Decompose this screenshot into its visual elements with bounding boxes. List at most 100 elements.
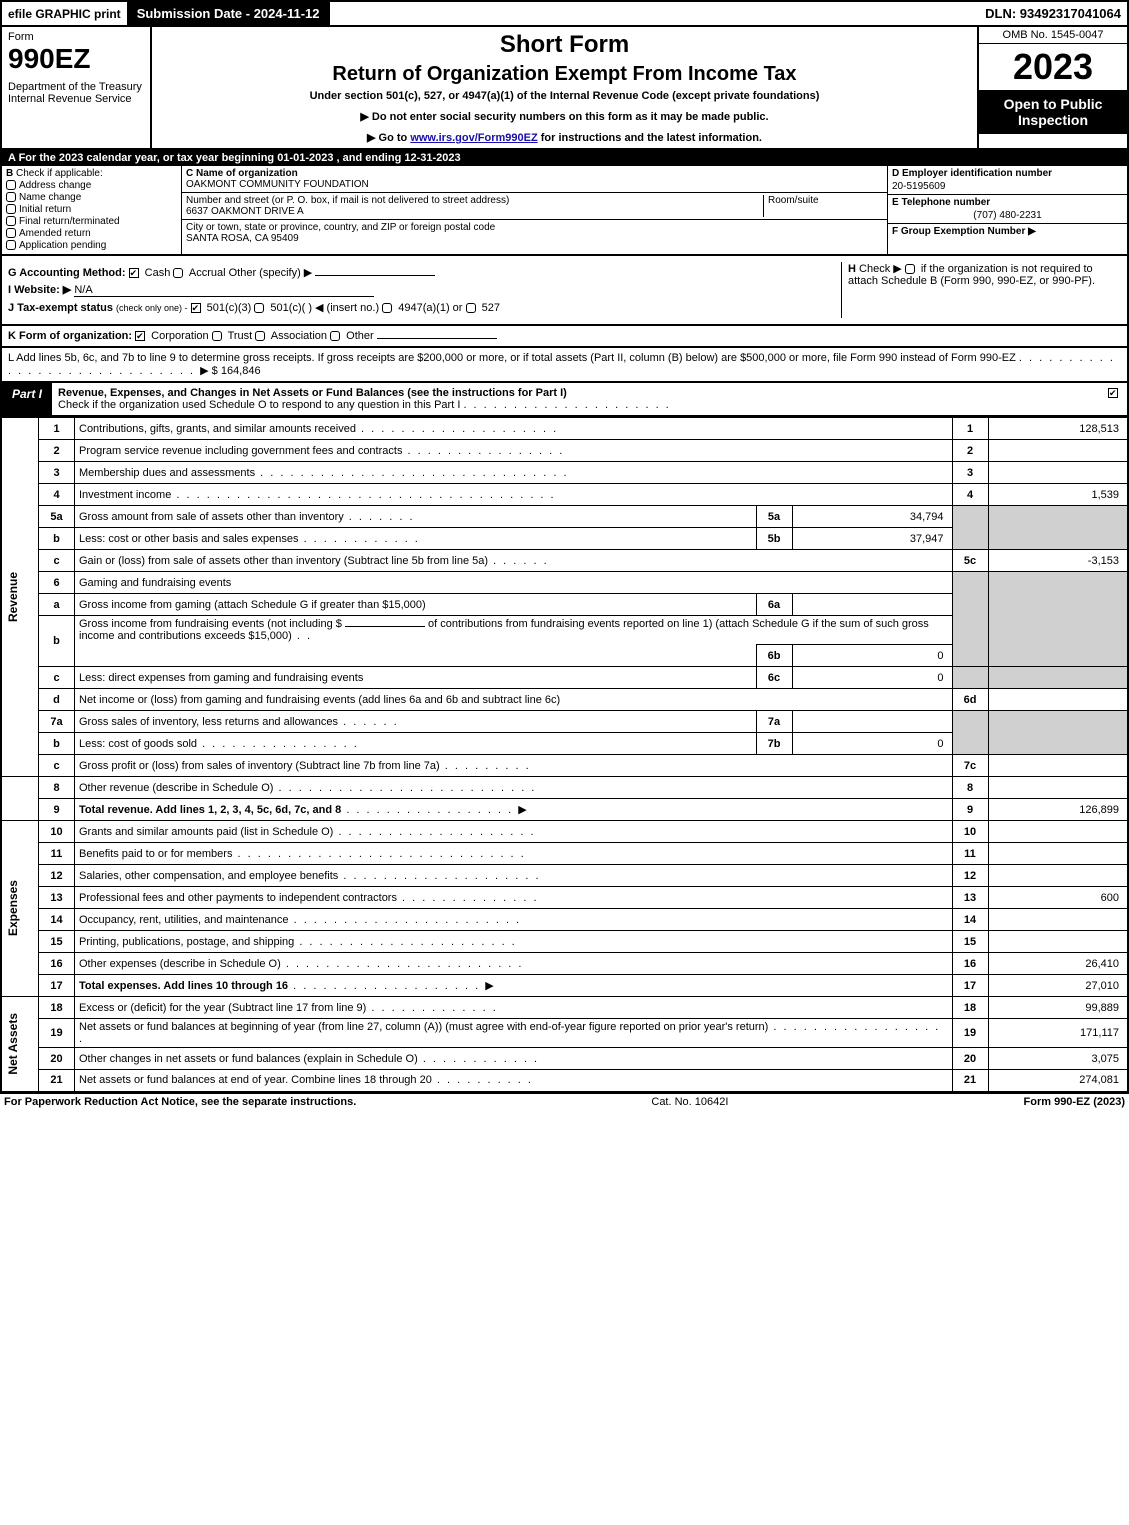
chk-initial-return[interactable]	[6, 204, 16, 214]
l12-amt	[988, 865, 1128, 887]
opt-name-change: Name change	[19, 192, 81, 203]
room-suite: Room/suite	[763, 195, 883, 217]
row-10: Expenses 10 Grants and similar amounts p…	[1, 821, 1128, 843]
k-other-blank[interactable]	[377, 338, 497, 339]
header-mid: Short Form Return of Organization Exempt…	[152, 27, 977, 148]
note-link: ▶ Go to www.irs.gov/Form990EZ for instru…	[160, 131, 969, 144]
row-5c: c Gain or (loss) from sale of assets oth…	[1, 550, 1128, 572]
l6d-d: Net income or (loss) from gaming and fun…	[75, 689, 953, 711]
l15-n: 15	[39, 931, 75, 953]
l17-d: Total expenses. Add lines 10 through 16	[79, 980, 288, 992]
l20-amt: 3,075	[988, 1048, 1128, 1070]
header-right: OMB No. 1545-0047 2023 Open to Public In…	[977, 27, 1127, 148]
l7c-rn: 7c	[952, 755, 988, 777]
l5c-amt: -3,153	[988, 550, 1128, 572]
submission-date: Submission Date - 2024-11-12	[127, 2, 330, 25]
l20-rn: 20	[952, 1048, 988, 1070]
k-o4: Other	[346, 330, 374, 342]
l10-amt	[988, 821, 1128, 843]
chk-name-change[interactable]	[6, 192, 16, 202]
l17-n: 17	[39, 975, 75, 997]
chk-4947[interactable]	[382, 303, 392, 313]
l6c-d: Less: direct expenses from gaming and fu…	[75, 667, 757, 689]
ein-label: D Employer identification number	[892, 168, 1052, 179]
l5a-n: 5a	[39, 506, 75, 528]
l8-amt	[988, 777, 1128, 799]
chk-amended-return[interactable]	[6, 228, 16, 238]
chk-schedule-o[interactable]	[1108, 388, 1118, 398]
street: 6637 OAKMONT DRIVE A	[186, 206, 304, 217]
efile-label[interactable]: efile GRAPHIC print	[2, 5, 127, 23]
l1-n: 1	[39, 418, 75, 440]
l6b-blank[interactable]	[345, 626, 425, 627]
city-label: City or town, state or province, country…	[186, 222, 495, 233]
chk-corporation[interactable]	[135, 331, 145, 341]
row-6: 6 Gaming and fundraising events	[1, 572, 1128, 594]
l18-n: 18	[39, 997, 75, 1019]
note2-pre: ▶ Go to	[367, 132, 410, 144]
g-other-blank[interactable]	[315, 275, 435, 276]
g-accrual: Accrual	[189, 267, 226, 279]
j-label: J Tax-exempt status	[8, 302, 113, 314]
l13-n: 13	[39, 887, 75, 909]
l7c-n: c	[39, 755, 75, 777]
chk-association[interactable]	[255, 331, 265, 341]
l1-amt: 128,513	[988, 418, 1128, 440]
website: N/A	[74, 284, 374, 297]
l7b-n: b	[39, 733, 75, 755]
l19-n: 19	[39, 1019, 75, 1048]
l17-amt: 27,010	[988, 975, 1128, 997]
ein: 20-5195609	[892, 181, 1123, 192]
chk-501c3[interactable]	[191, 303, 201, 313]
group-label: F Group Exemption Number ▶	[892, 226, 1036, 237]
dln: DLN: 93492317041064	[979, 4, 1127, 23]
l6b-n: b	[39, 616, 75, 667]
opt-amended-return: Amended return	[19, 228, 91, 239]
chk-address-change[interactable]	[6, 180, 16, 190]
form-title: Return of Organization Exempt From Incom…	[160, 63, 969, 86]
opt-application-pending: Application pending	[19, 240, 106, 251]
chk-cash[interactable]	[129, 268, 139, 278]
l5a-mv: 34,794	[792, 506, 952, 528]
l1-rn: 1	[952, 418, 988, 440]
part1-table: Revenue 1 Contributions, gifts, grants, …	[0, 417, 1129, 1093]
chk-trust[interactable]	[212, 331, 222, 341]
chk-527[interactable]	[466, 303, 476, 313]
chk-schedule-b[interactable]	[905, 264, 915, 274]
l7b-mv: 0	[792, 733, 952, 755]
l4-n: 4	[39, 484, 75, 506]
l7a-mn: 7a	[756, 711, 792, 733]
box-def: D Employer identification number 20-51956…	[887, 166, 1127, 254]
part1-title-wrap: Revenue, Expenses, and Changes in Net As…	[52, 383, 1102, 415]
irs-link[interactable]: www.irs.gov/Form990EZ	[410, 132, 537, 144]
g-other: Other (specify) ▶	[229, 267, 313, 279]
row-13: 13 Professional fees and other payments …	[1, 887, 1128, 909]
tax-year: 2023	[979, 44, 1127, 90]
chk-application-pending[interactable]	[6, 240, 16, 250]
l5c-d: Gain or (loss) from sale of assets other…	[79, 555, 488, 567]
l18-d: Excess or (deficit) for the year (Subtra…	[79, 1002, 366, 1014]
row-19: 19 Net assets or fund balances at beginn…	[1, 1019, 1128, 1048]
l9-amt: 126,899	[988, 799, 1128, 821]
l10-d: Grants and similar amounts paid (list in…	[79, 826, 333, 838]
chk-accrual[interactable]	[173, 268, 183, 278]
chk-other-org[interactable]	[330, 331, 340, 341]
l13-rn: 13	[952, 887, 988, 909]
row-11: 11 Benefits paid to or for members . . .…	[1, 843, 1128, 865]
l2-n: 2	[39, 440, 75, 462]
l21-amt: 274,081	[988, 1070, 1128, 1092]
l14-d: Occupancy, rent, utilities, and maintena…	[79, 914, 289, 926]
l9-d: Total revenue. Add lines 1, 2, 3, 4, 5c,…	[79, 804, 341, 816]
chk-final-return[interactable]	[6, 216, 16, 226]
chk-501c[interactable]	[254, 303, 264, 313]
row-a: A For the 2023 calendar year, or tax yea…	[0, 150, 1129, 166]
l9-arrow: ▶	[518, 804, 526, 816]
row-9: 9 Total revenue. Add lines 1, 2, 3, 4, 5…	[1, 799, 1128, 821]
l11-amt	[988, 843, 1128, 865]
l20-n: 20	[39, 1048, 75, 1070]
l5b-mn: 5b	[756, 528, 792, 550]
l6c-mn: 6c	[756, 667, 792, 689]
l6-n: 6	[39, 572, 75, 594]
top-bar: efile GRAPHIC print Submission Date - 20…	[0, 0, 1129, 25]
l15-amt	[988, 931, 1128, 953]
